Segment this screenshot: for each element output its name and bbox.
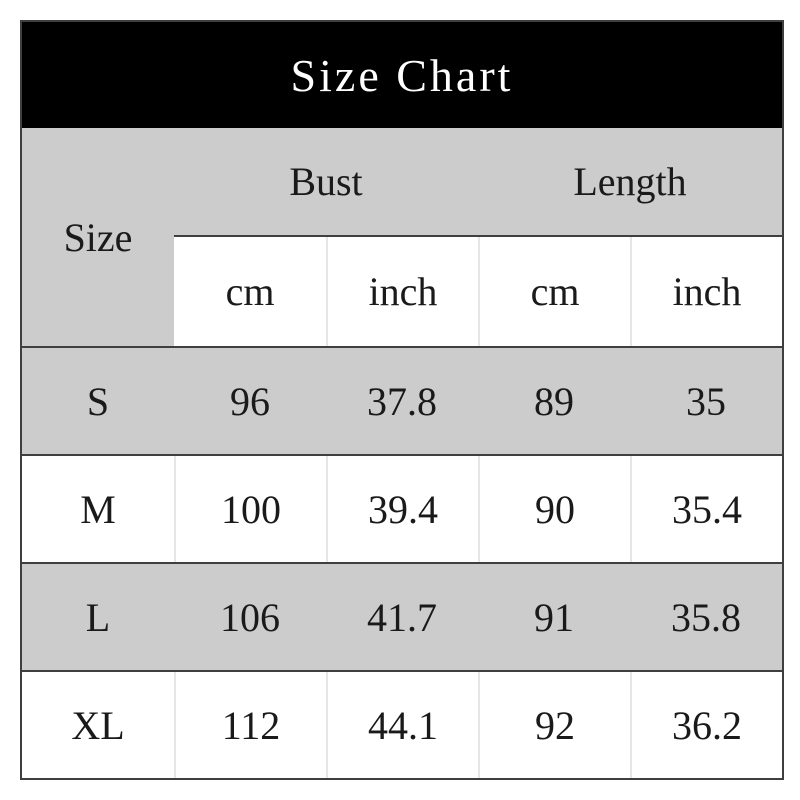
unit-header-row: cm inch cm inch (174, 235, 782, 346)
cell-bust-inch: 41.7 (367, 594, 437, 640)
cell-bust-cm: 96 (230, 378, 270, 424)
header-group-length: Length (478, 128, 782, 235)
page-title: Size Chart (290, 49, 514, 101)
header-cell-bust-inch: inch (326, 237, 478, 346)
cell-length-cm: 89 (534, 378, 574, 424)
header-cell-length-inch: inch (630, 237, 782, 346)
cell-bust-inch: 39.4 (326, 456, 478, 562)
cell-length-inch: 36.2 (630, 672, 782, 778)
title-bar: Size Chart (22, 22, 782, 128)
size-chart-table: Size Chart Size Bust Length cm inch cm i… (20, 20, 784, 780)
size-header-label: Size (63, 214, 133, 260)
cell-length-inch: 35 (686, 378, 726, 424)
table-row-s: S 96 37.8 89 35 (22, 346, 782, 454)
header-group-bust: Bust (174, 128, 478, 235)
length-header-label: Length (573, 159, 687, 204)
bust-header-label: Bust (289, 159, 363, 204)
table-header: Size Bust Length cm inch cm inch (22, 128, 782, 346)
cell-length-inch: 35.4 (630, 456, 782, 562)
cell-length-cm: 90 (478, 456, 630, 562)
cell-length-cm: 92 (478, 672, 630, 778)
cell-size: XL (71, 702, 125, 748)
cell-size: L (85, 594, 111, 640)
cell-bust-inch: 44.1 (326, 672, 478, 778)
table-row-xl: XL 112 44.1 92 36.2 (22, 670, 782, 778)
cell-bust-cm: 106 (220, 594, 280, 640)
cell-length-inch: 35.8 (671, 594, 741, 640)
cell-size: S (86, 378, 110, 424)
header-cell-length-cm: cm (478, 237, 630, 346)
table-row-l: L 106 41.7 91 35.8 (22, 562, 782, 670)
table-row-m: M 100 39.4 90 35.4 (22, 454, 782, 562)
cell-bust-cm: 100 (174, 456, 326, 562)
header-cell-size: Size (22, 128, 174, 346)
cell-size: M (80, 486, 116, 532)
header-cell-bust-cm: cm (225, 269, 275, 314)
cell-bust-cm: 112 (174, 672, 326, 778)
cell-bust-inch: 37.8 (367, 378, 437, 424)
cell-length-cm: 91 (534, 594, 574, 640)
